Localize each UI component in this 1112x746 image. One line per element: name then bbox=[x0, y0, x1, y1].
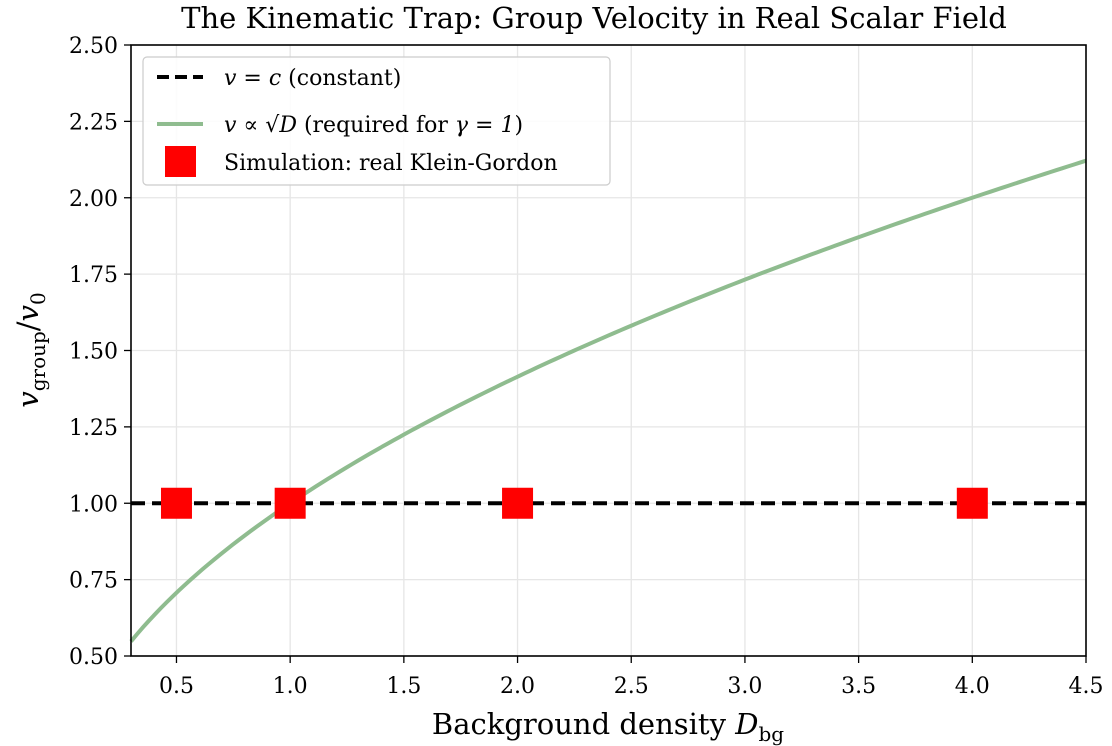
simulation-marker bbox=[956, 487, 988, 519]
x-axis-ticks: 0.5 1.0 1.5 2.0 2.5 3.0 3.5 4.0 4.5 bbox=[159, 656, 1104, 699]
simulation-marker bbox=[160, 487, 192, 519]
y-axis-label: vgroup/v0 bbox=[11, 292, 50, 407]
legend: v = c (constant) v ∝ √D (required for γ … bbox=[142, 56, 611, 186]
legend-label-sqrt: v ∝ √D (required for γ = 1) bbox=[224, 113, 523, 138]
legend-label-constant: v = c (constant) bbox=[224, 66, 401, 91]
y-tick-label: 2.00 bbox=[69, 187, 118, 212]
sqrt-curve bbox=[129, 158, 1087, 643]
simulation-marker bbox=[502, 487, 534, 519]
y-tick-label: 1.00 bbox=[69, 492, 118, 517]
x-tick-label: 3.0 bbox=[727, 674, 762, 699]
y-tick-label: 0.50 bbox=[69, 645, 118, 670]
x-tick-label: 0.5 bbox=[159, 674, 194, 699]
legend-swatch-simulation bbox=[165, 146, 196, 177]
y-tick-label: 1.25 bbox=[69, 416, 118, 441]
x-tick-label: 4.0 bbox=[955, 674, 990, 699]
y-tick-label: 1.50 bbox=[69, 340, 118, 365]
x-tick-label: 2.5 bbox=[614, 674, 649, 699]
plot-series bbox=[129, 158, 1087, 643]
x-tick-label: 3.5 bbox=[841, 674, 876, 699]
chart-title: The Kinematic Trap: Group Velocity in Re… bbox=[181, 1, 1007, 35]
x-axis-label: Background density Dbg bbox=[432, 707, 784, 746]
y-tick-label: 2.25 bbox=[69, 110, 118, 135]
x-tick-label: 2.0 bbox=[500, 674, 535, 699]
legend-label-simulation: Simulation: real Klein-Gordon bbox=[224, 151, 558, 176]
x-tick-label: 1.0 bbox=[273, 674, 308, 699]
x-tick-label: 4.5 bbox=[1069, 674, 1104, 699]
legend-box bbox=[142, 56, 611, 186]
y-axis-ticks: 0.50 0.75 1.00 1.25 1.50 1.75 2.00 2.25 2.50 bbox=[69, 34, 131, 670]
y-tick-label: 1.75 bbox=[69, 263, 118, 288]
y-tick-label: 2.50 bbox=[69, 34, 118, 59]
x-tick-label: 1.5 bbox=[386, 674, 421, 699]
simulation-marker bbox=[274, 487, 306, 519]
y-tick-label: 0.75 bbox=[69, 569, 118, 594]
